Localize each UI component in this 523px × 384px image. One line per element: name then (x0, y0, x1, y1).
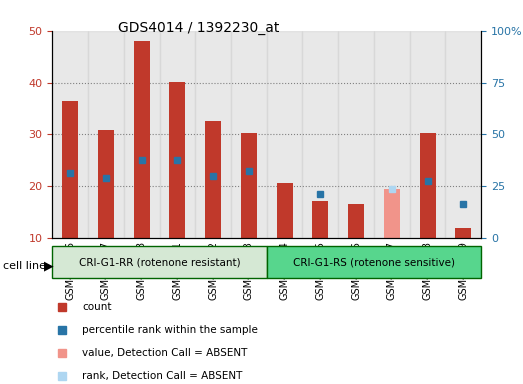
Bar (160, 31, 195, 238)
Bar (169, 81, 186, 238)
Text: percentile rank within the sample: percentile rank within the sample (82, 325, 258, 335)
Bar (231, 31, 267, 238)
Bar (410, 31, 446, 238)
Bar (52, 246, 267, 278)
Bar (98, 130, 114, 238)
Bar (195, 31, 231, 238)
Text: cell line: cell line (3, 261, 46, 271)
Text: CRI-G1-RS (rotenone sensitive): CRI-G1-RS (rotenone sensitive) (293, 257, 455, 267)
Text: ▶: ▶ (44, 260, 54, 273)
Bar (277, 183, 293, 238)
Text: GDS4014 / 1392230_at: GDS4014 / 1392230_at (118, 21, 279, 35)
Bar (267, 246, 481, 278)
Bar (124, 31, 160, 238)
Bar (348, 204, 364, 238)
Bar (374, 31, 410, 238)
Bar (455, 228, 471, 238)
Bar (62, 101, 78, 238)
Bar (88, 31, 124, 238)
Text: rank, Detection Call = ABSENT: rank, Detection Call = ABSENT (82, 371, 243, 381)
Bar (205, 121, 221, 238)
Bar (267, 31, 302, 238)
Text: value, Detection Call = ABSENT: value, Detection Call = ABSENT (82, 348, 247, 358)
Bar (446, 31, 481, 238)
Text: count: count (82, 302, 112, 312)
Bar (52, 31, 88, 238)
Text: CRI-G1-RR (rotenone resistant): CRI-G1-RR (rotenone resistant) (78, 257, 241, 267)
Bar (312, 201, 328, 238)
Bar (133, 41, 150, 238)
Bar (302, 31, 338, 238)
Bar (384, 189, 400, 238)
Bar (241, 133, 257, 238)
Bar (338, 31, 374, 238)
Bar (419, 133, 436, 238)
